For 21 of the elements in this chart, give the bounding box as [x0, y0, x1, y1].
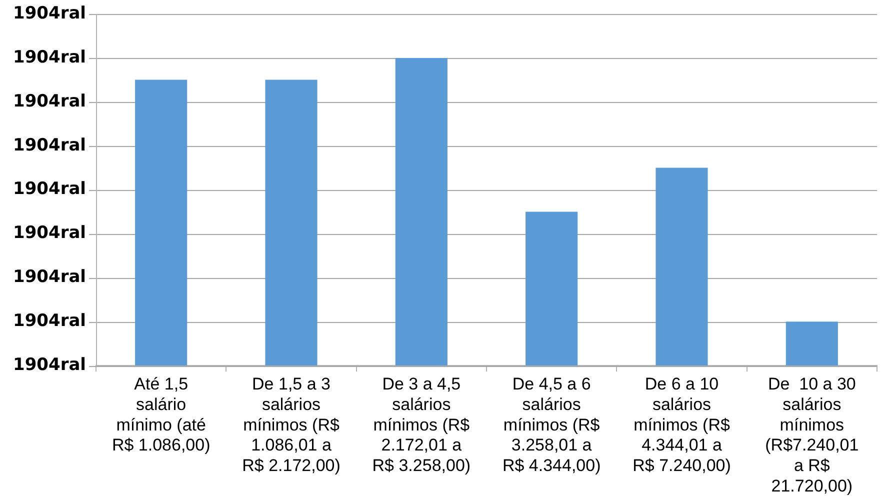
bar	[265, 80, 318, 366]
x-tick-label: De 3 a 4,5 salários mínimos (R$ 2.172,01 a R$ 3.258,00)	[372, 374, 471, 476]
text: 1904ral	[13, 355, 86, 376]
text: 1904ral	[13, 135, 86, 156]
bar	[526, 212, 578, 366]
text: 1904ral	[13, 223, 86, 244]
bar	[395, 58, 448, 366]
x-tick-label: De 10 a 30 salários mínimos (R$7.240,01 a R$ 21.720,00)	[765, 374, 859, 496]
x-tick-label: De 6 a 10 salários mínimos (R$ 4.344,01 a R$ 7.240,00)	[632, 374, 731, 476]
text: 1904ral	[13, 91, 86, 112]
x-tick-label: De 4,5 a 6 salários mínimos (R$ 3.258,01 a R$ 4.344,00)	[502, 374, 601, 476]
text: 1904ral	[13, 3, 86, 24]
x-tick-label: Até 1,5 salário mínimo (até R$ 1.086,00)	[112, 374, 210, 455]
text: 1904ral	[13, 267, 86, 288]
bar	[135, 80, 188, 366]
bar	[656, 168, 708, 366]
text: 1904ral	[13, 47, 86, 68]
text: 1904ral	[13, 179, 86, 200]
bar	[786, 322, 838, 366]
x-tick-label: De 1,5 a 3 salários mínimos (R$ 1.086,01 a R$ 2.172,00)	[242, 374, 340, 476]
text: 1904ral	[13, 311, 86, 332]
